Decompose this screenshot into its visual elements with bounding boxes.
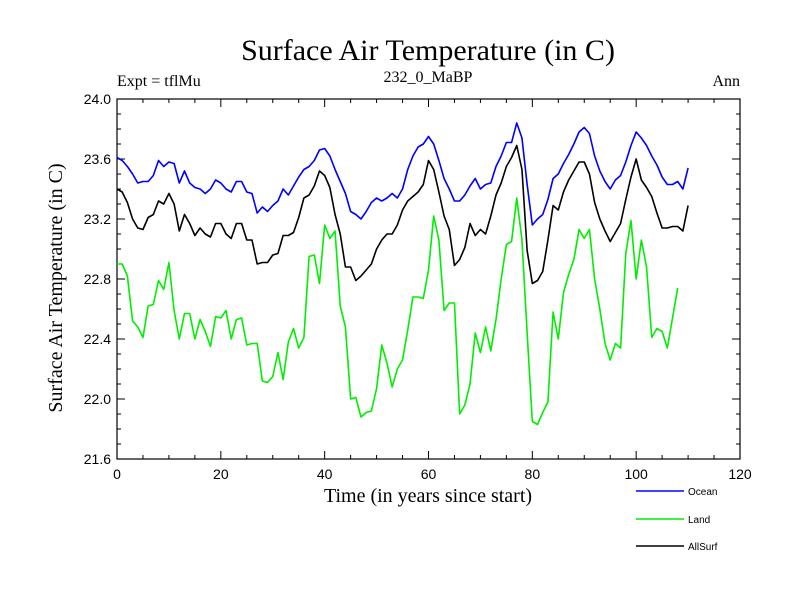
y-axis-label: Surface Air Temperature (in C) — [45, 163, 67, 412]
series-line-ocean — [116, 122, 689, 226]
plot-frame — [116, 98, 741, 460]
series-line-allsurf — [116, 144, 689, 285]
series-line-land — [117, 197, 679, 426]
x-tick-label: 20 — [213, 466, 229, 482]
x-tick-label: 60 — [421, 466, 437, 482]
subtitle-period: 232_0_MaBP — [384, 69, 473, 86]
chart-title: Surface Air Temperature (in C) — [241, 34, 615, 67]
y-tick-label: 22.4 — [84, 331, 111, 347]
legend-label-allsurf: AllSurf — [688, 542, 718, 553]
y-tick-label: 23.2 — [84, 211, 111, 227]
legend-label-land: Land — [688, 515, 710, 526]
subtitle-season: Ann — [712, 73, 740, 90]
x-tick-label: 40 — [317, 466, 333, 482]
plot-area: 0 20 40 60 80 100 120 21.6 22.0 22.4 22.8 23.2 23.6 2… — [84, 91, 752, 482]
legend: Ocean Land AllSurf — [636, 487, 718, 553]
y-tick-label: 21.6 — [84, 451, 111, 467]
y-tick-label: 23.6 — [84, 151, 111, 167]
y-tick-label: 22.0 — [84, 391, 111, 407]
legend-label-ocean: Ocean — [688, 487, 717, 498]
x-tick-label: 80 — [525, 466, 541, 482]
y-tick-label: 22.8 — [84, 271, 111, 287]
subtitle-experiment: Expt = tflMu — [117, 73, 201, 90]
x-tick-label: 120 — [728, 466, 752, 482]
x-tick-label: 0 — [113, 466, 121, 482]
y-tick-label: 24.0 — [84, 91, 111, 107]
x-tick-label: 100 — [624, 466, 648, 482]
x-axis-label: Time (in years since start) — [324, 485, 532, 507]
